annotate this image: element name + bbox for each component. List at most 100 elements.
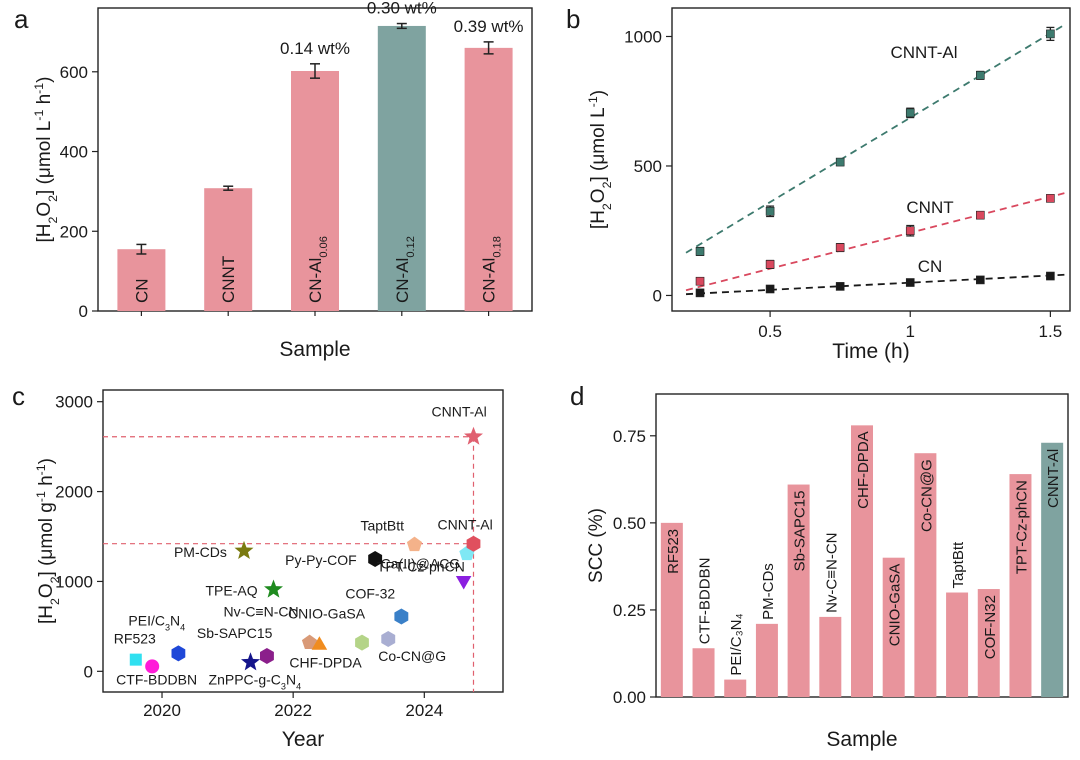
bar-d-CNNT-Al [1041,442,1064,697]
y-tick-label-c: 1000 [55,572,93,591]
x-tick-label-b: 1.5 [1039,322,1063,341]
panel-d: d 0.00 0.25 0.50 0.75 RF523 CTF-BDDBN PEI/C₃N₄ P… [570,381,1069,751]
point-b-CNNT-Al [976,71,985,80]
y-tick-label-c: 2000 [55,483,93,502]
point-label-c: Sb-SAPC15 [197,625,273,641]
marker-c-9 [355,634,369,651]
bar-label-d: PEI/C₃N₄ [728,613,745,675]
panel-c: c 0 1000 2000 3000 2020 2022 2024 RF523 CTF-BDDBN… [12,381,504,751]
point-label-c: TaptBtt [360,518,404,534]
y-axis-label-b: [H2O2] (μmol L-1) [586,90,614,229]
bar-a-CN-Al0.18 [464,47,513,312]
panel-label-c: c [12,381,25,411]
y-tick-label-c: 3000 [55,393,93,412]
point-label-c: Py-Py-COF [285,552,357,568]
bar-label-a: CN-Al0.12 [393,236,417,303]
bar-label-a: CNNT [219,256,238,303]
marker-c-17 [464,426,483,445]
x-tick-label-b: 0.5 [758,322,782,341]
bar-label-d: CNIO-GaSA [887,564,904,647]
y-tick-label-c: 0 [84,662,93,681]
y-tick-label-b: 500 [634,157,662,176]
bar-d-CHF-DPDA [851,425,873,697]
point-b-CNNT [765,260,775,269]
bar-label-d: Co-CN@G [918,459,935,532]
marker-c-8 [311,636,328,650]
bar-label-d: Sb-SAPC15 [792,491,809,572]
y-tick-label-b: 0 [653,286,662,305]
bar-label-d: CTF-BDDBN [697,558,714,645]
fit-line-CN [685,273,1065,296]
y-tick-label-d: 0.25 [613,601,646,620]
marker-c-3 [234,540,254,559]
x-tick-label-b: 1 [906,322,915,341]
point-label-c: RF523 [114,631,156,647]
series-label-b: CNNT-Al [890,43,957,62]
point-label-c: Ca(II)@ACG [381,556,461,572]
point-label-c: PM-CDs [174,544,227,560]
y-tick-label-a: 0 [79,302,88,321]
bar-d-COF-N32 [977,589,1000,697]
bar-d-CNIO-GaSA [882,557,905,697]
axes-frame-c [102,389,504,693]
bar-label-a: CN-Al0.06 [306,236,330,303]
marker-c-5 [260,648,274,664]
x-axis-label-d: Sample [826,728,897,751]
bar-d-TaptBtt [946,592,969,697]
fit-line-CNNT [685,192,1065,292]
marker-c-6 [241,652,261,671]
x-axis-label-b: Time (h) [832,340,909,363]
point-label-c: CNNT-Al [431,404,486,420]
bar-label-d: CNNT-Al [1045,449,1062,508]
annotation-a: 0.14 wt% [280,39,350,58]
series-label-b: CNNT [906,198,953,217]
y-tick-label-a: 200 [60,222,88,241]
point-b-CN [1046,271,1055,281]
bar-label-d: TaptBtt [950,541,967,589]
marker-c-7 [301,634,318,649]
point-b-CN [905,278,915,287]
point-b-CNNT-Al [905,108,915,118]
y-tick-label-b: 1000 [624,27,662,46]
point-b-CN [976,275,985,285]
bar-a-CN-Al0.12 [377,25,426,311]
fit-line-CNNT-Al [685,24,1065,254]
y-axis-label-d: SCC (%) [586,508,607,583]
bar-d-PM-CDs [755,623,778,697]
bar-label-d: RF523 [665,529,682,574]
marker-c-12 [381,631,396,647]
panel-b: b 0 500 1000 0.5 1 1.5 CNNT-Al CNNT CN Time (h) [H2… [566,4,1071,363]
panel-a: a 0 200 400 600 CN CNNT CN-Al0.06 0.14 wt% CN-Al0… [14,0,533,361]
point-b-CNNT-Al [765,206,775,216]
point-b-CN [695,288,705,298]
point-b-CNNT [835,243,845,252]
point-b-CNNT [976,210,985,220]
bar-label-d: PM-CDs [760,563,777,620]
bar-label-a: CN-Al0.18 [480,236,504,303]
bar-d-Co-CN@G [914,453,937,697]
point-label-c: Co-CN@G [378,648,446,664]
y-tick-label-d: 0.00 [613,688,646,707]
bar-d-RF523 [660,522,683,697]
marker-c-1 [145,659,160,674]
y-tick-label-a: 400 [60,143,88,162]
bar-d-CTF-BDDBN [692,648,715,697]
bar-label-d: COF-N32 [982,595,999,659]
y-axis-label-a: [H2O2] (μmol L-1 h-1) [32,77,60,243]
bar-d-Nv-C≡N-CN [819,616,842,697]
bar-a-CN [117,249,166,311]
x-tick-label-c: 2020 [143,701,181,720]
marker-c-10 [368,551,383,567]
bar-label-d: Nv-C≡N-CN [823,532,840,612]
point-label-c: Nv-C≡N-CN [224,604,299,620]
bar-label-d: CHF-DPDA [855,431,872,509]
annotation-a: 0.39 wt% [454,17,524,36]
point-label-c: TPT-Cz-phCN [377,559,465,575]
y-tick-label-d: 0.50 [613,514,646,533]
panel-label-a: a [14,4,29,34]
series-label-b: CN [918,257,943,276]
bar-d-TPT-Cz-phCN [1009,474,1032,697]
bar-label-a: CN [132,278,151,303]
marker-c-16 [466,535,481,552]
